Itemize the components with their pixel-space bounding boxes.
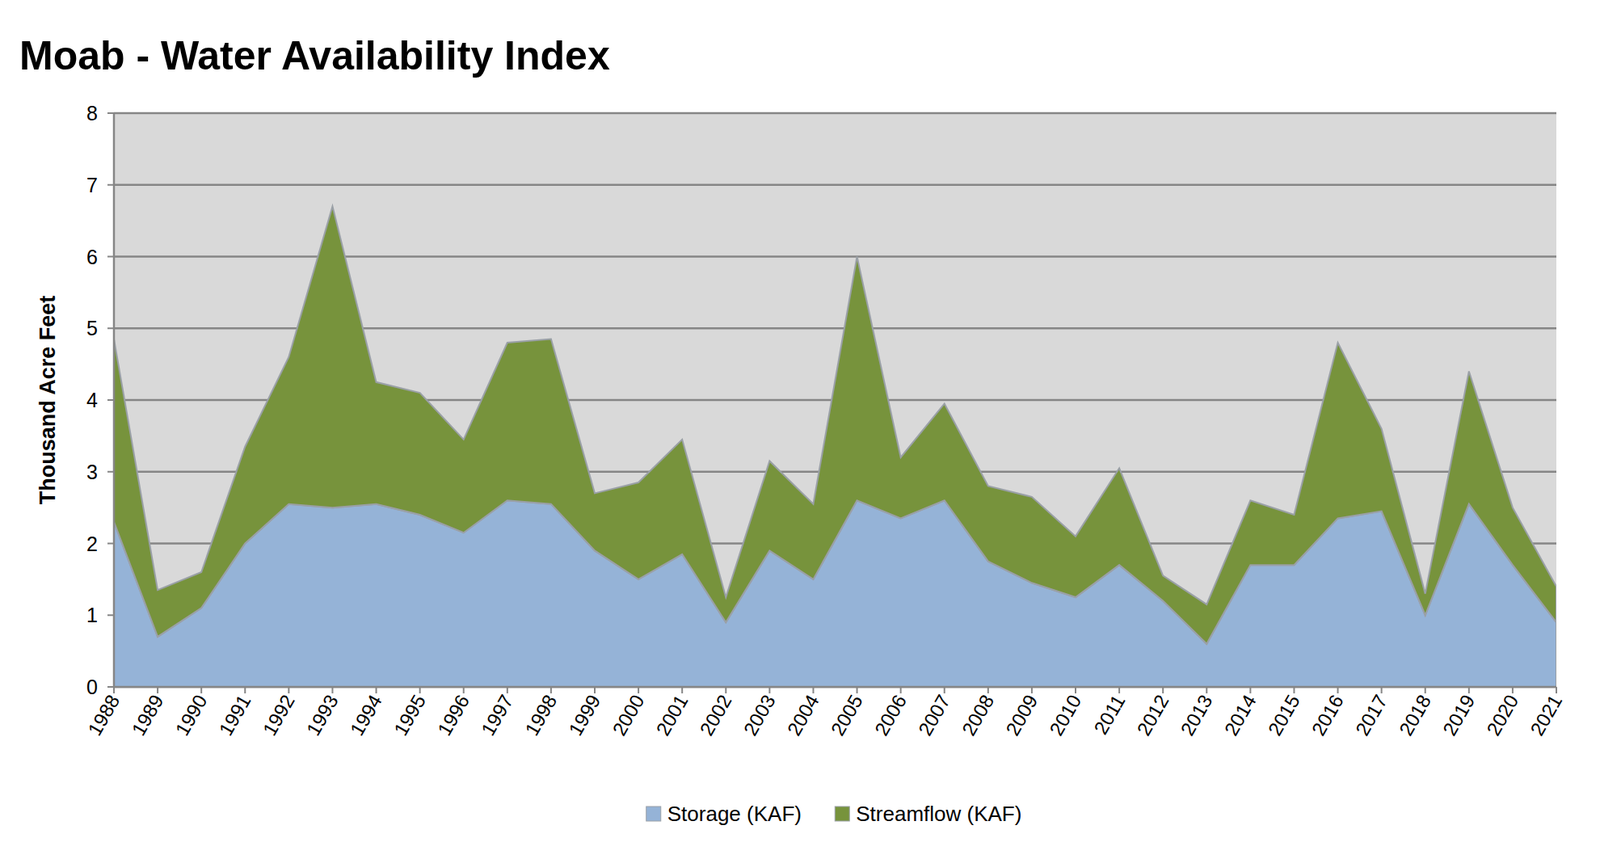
x-tick: [113, 686, 115, 694]
x-tick-label: 2002: [695, 690, 737, 740]
y-axis-label: Thousand Acre Feet: [35, 295, 60, 506]
x-tick: [1249, 686, 1251, 694]
x-tick-label: 1994: [345, 690, 387, 740]
y-tick-label: 1: [86, 603, 98, 627]
y-tick-label: 5: [86, 316, 98, 340]
x-tick: [463, 686, 465, 694]
x-tick: [1424, 686, 1427, 694]
x-tick: [1555, 686, 1558, 694]
x-tick-label: 1992: [258, 690, 299, 740]
legend-label: Storage (KAF): [667, 801, 802, 826]
x-tick-label: 1991: [214, 690, 256, 740]
x-tick: [550, 686, 552, 694]
x-tick-label: 2018: [1394, 690, 1436, 740]
x-tick-label: 2016: [1307, 690, 1348, 740]
x-axis: [113, 686, 1557, 689]
x-tick-label: 2009: [1001, 690, 1042, 740]
legend-swatch: [834, 806, 850, 822]
y-tick-label: 4: [86, 388, 98, 412]
x-tick: [506, 686, 509, 694]
legend-label: Streamflow (KAF): [855, 801, 1022, 826]
title: Moab - Water Availability Index: [19, 33, 611, 79]
grid-line: [113, 184, 1557, 187]
x-tick-label: 1998: [520, 690, 561, 740]
x-tick-label: 2001: [651, 690, 692, 740]
x-tick: [1205, 686, 1208, 694]
x-tick-label: 2014: [1220, 690, 1261, 740]
legend-swatch: [646, 806, 662, 822]
x-tick-label: 1988: [83, 690, 124, 740]
x-tick-label: 2021: [1525, 690, 1567, 740]
x-tick-label: 2011: [1089, 690, 1129, 738]
x-tick-label: 2007: [913, 690, 955, 740]
x-tick-label: 2017: [1351, 690, 1392, 740]
area: [113, 206, 1557, 644]
y-tick-label: 7: [86, 173, 98, 197]
x-tick: [1031, 686, 1033, 694]
x-tick-label: 2006: [870, 690, 911, 740]
x-tick-label: 2013: [1176, 690, 1217, 740]
x-tick: [987, 686, 990, 694]
x-tick: [1468, 686, 1470, 694]
x-tick-label: 2019: [1438, 690, 1479, 740]
x-tick: [768, 686, 771, 694]
x-tick: [1292, 686, 1295, 694]
x-tick-label: 2012: [1132, 690, 1173, 740]
x-tick-label: 1997: [476, 690, 518, 740]
x-tick: [943, 686, 946, 694]
y-tick-label: 6: [86, 245, 98, 269]
x-tick-label: 2020: [1482, 690, 1523, 740]
x-tick-label: 1999: [564, 690, 605, 740]
x-tick-label: 2000: [607, 690, 649, 740]
x-tick: [1337, 686, 1339, 694]
y-tick-label: 2: [86, 532, 98, 556]
y-tick-label: 3: [86, 460, 98, 484]
x-tick: [331, 686, 333, 694]
x-tick-label: 1990: [170, 690, 211, 740]
chart: Moab - Water Availability Index 0 1 2 3 4 5 6 7 8…: [0, 0, 1600, 855]
x-tick-label: 1989: [126, 690, 168, 740]
x-tick: [287, 686, 290, 694]
x-tick-label: 1995: [389, 690, 430, 740]
x-tick: [681, 686, 683, 694]
x-tick: [1118, 686, 1120, 694]
x-tick: [812, 686, 814, 694]
x-tick-label: 2004: [783, 690, 824, 740]
x-tick: [375, 686, 378, 694]
x-tick-label: 2005: [826, 690, 868, 740]
y-axis: [113, 113, 116, 687]
x-tick: [1511, 686, 1514, 694]
y-tick-label: 8: [86, 101, 98, 125]
grid-line: [113, 112, 1557, 115]
x-tick-label: 2010: [1044, 690, 1086, 740]
x-tick: [156, 686, 159, 694]
x-tick: [1381, 686, 1383, 694]
x-tick: [856, 686, 859, 694]
x-tick: [593, 686, 596, 694]
x-tick-label: 2003: [739, 690, 780, 740]
x-tick: [1162, 686, 1164, 694]
grid-line: [113, 686, 1557, 689]
plot-background: [113, 113, 1557, 687]
x-tick: [1074, 686, 1077, 694]
plot-area: [113, 206, 1557, 687]
x-tick: [900, 686, 902, 694]
x-tick: [244, 686, 246, 694]
x-tick: [637, 686, 640, 694]
x-tick-label: 2008: [957, 690, 998, 740]
x-tick: [724, 686, 727, 694]
x-tick-label: 1993: [302, 690, 343, 740]
x-tick-label: 1996: [433, 690, 474, 740]
x-tick-label: 2015: [1263, 690, 1305, 740]
x-tick: [419, 686, 422, 694]
legend: Storage (KAF) Streamflow (KAF): [646, 801, 1023, 826]
y-tick-label: 0: [86, 675, 98, 699]
x-tick: [200, 686, 203, 694]
